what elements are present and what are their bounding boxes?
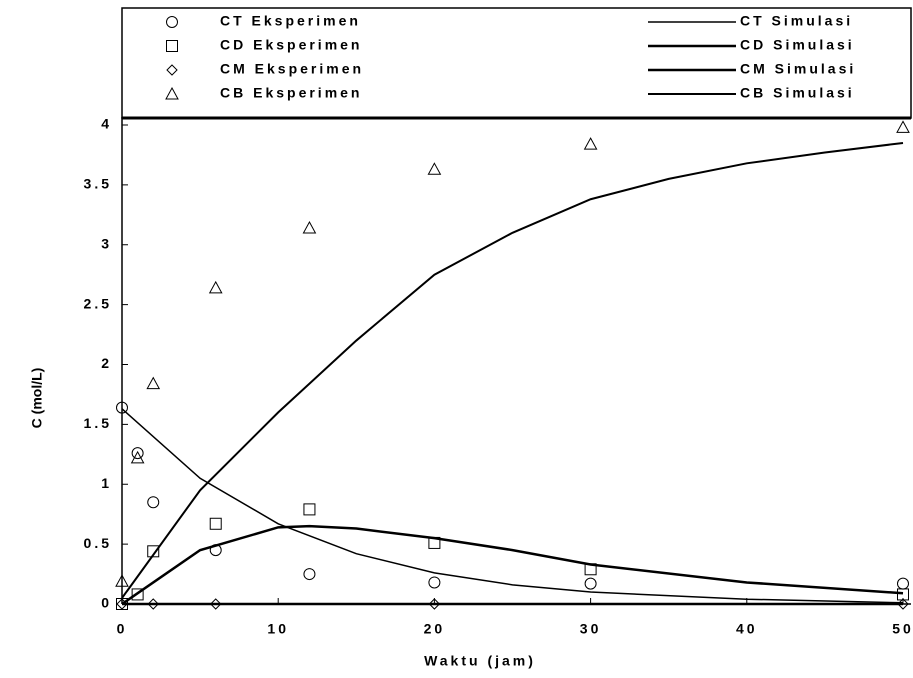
y-tick-label: 1.5 bbox=[84, 415, 112, 431]
x-tick-label: 40 bbox=[736, 621, 758, 637]
legend-label: CD Simulasi bbox=[740, 37, 855, 53]
legend-label: CM Eksperimen bbox=[220, 61, 364, 77]
y-tick-label: 3 bbox=[101, 235, 112, 251]
legend-label: CM Simulasi bbox=[740, 61, 856, 77]
series-line bbox=[121, 408, 904, 604]
y-tick-label: 2 bbox=[101, 355, 112, 371]
marker-diamond bbox=[210, 598, 222, 610]
x-tick-label: 0 bbox=[117, 621, 128, 637]
marker-square bbox=[209, 517, 222, 530]
marker-diamond bbox=[147, 598, 159, 610]
marker-triangle bbox=[583, 137, 598, 150]
legend-label: CT Eksperimen bbox=[220, 13, 361, 29]
y-tick-label: 2.5 bbox=[84, 295, 112, 311]
y-tick-label: 4 bbox=[101, 116, 112, 132]
marker-circle bbox=[428, 576, 441, 589]
x-axis-title: Waktu (jam) bbox=[424, 653, 536, 669]
legend-marker bbox=[166, 64, 178, 76]
legend-label: CB Simulasi bbox=[740, 85, 855, 101]
legend-marker bbox=[165, 86, 179, 100]
marker-square bbox=[303, 503, 316, 516]
legend-label: CT Simulasi bbox=[740, 13, 853, 29]
marker-circle bbox=[303, 568, 316, 581]
marker-square bbox=[131, 588, 144, 601]
y-tick-label: 3.5 bbox=[84, 176, 112, 192]
series-line bbox=[121, 524, 904, 606]
marker-circle bbox=[116, 401, 128, 414]
x-tick-label: 30 bbox=[580, 621, 602, 637]
marker-square bbox=[897, 588, 909, 601]
y-tick-label: 0 bbox=[101, 595, 112, 611]
legend-label: CD Eksperimen bbox=[220, 37, 362, 53]
x-tick-label: 50 bbox=[892, 621, 913, 637]
marker-triangle bbox=[146, 376, 161, 390]
marker-circle bbox=[147, 496, 160, 509]
x-tick-label: 20 bbox=[424, 621, 446, 637]
legend-marker bbox=[166, 40, 178, 52]
series-line bbox=[121, 141, 904, 599]
marker-triangle bbox=[302, 220, 317, 234]
marker-diamond bbox=[428, 598, 441, 610]
marker-circle bbox=[897, 577, 909, 590]
legend-label: CB Eksperimen bbox=[220, 85, 362, 101]
y-axis-title: C (mol/L) bbox=[29, 368, 45, 429]
x-tick-label: 10 bbox=[267, 621, 289, 637]
marker-square bbox=[147, 545, 160, 558]
marker-triangle bbox=[115, 574, 129, 587]
marker-triangle bbox=[208, 280, 223, 294]
marker-circle bbox=[584, 577, 597, 590]
marker-circle bbox=[131, 447, 144, 460]
marker-triangle bbox=[896, 120, 910, 133]
marker-triangle bbox=[427, 162, 442, 175]
marker-triangle bbox=[130, 450, 145, 464]
y-tick-label: 1 bbox=[101, 475, 112, 491]
y-tick-label: 0.5 bbox=[84, 535, 112, 551]
legend-marker bbox=[166, 16, 178, 28]
